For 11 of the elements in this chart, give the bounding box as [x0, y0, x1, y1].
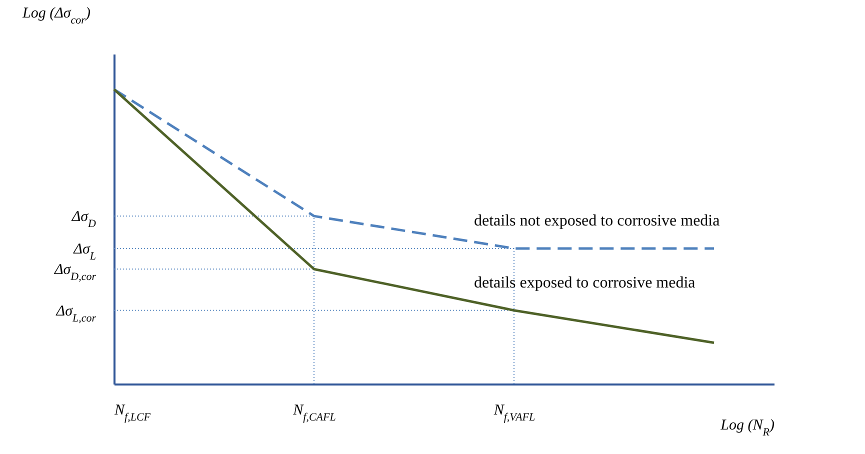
- x-tick-label: N$_{f,LCF}$: [114, 402, 151, 424]
- series-label: details exposed to corrosive media: [474, 274, 696, 292]
- ref-line-label: Δσ$_{D}$: [70, 209, 96, 230]
- ref-line-label: Δσ$_{L}$: [72, 241, 96, 262]
- x-tick-label: N$_{f,CAFL}$: [292, 402, 336, 424]
- x-axis-title: Log (N$_{R}$): [720, 418, 774, 438]
- series-label: details not exposed to corrosive media: [474, 212, 720, 230]
- ref-line-label: Δσ$_{L,cor}$: [55, 303, 97, 324]
- y-axis-title: Log (Δσ$_{cor}$): [22, 6, 90, 26]
- ref-line-label: Δσ$_{D,cor}$: [53, 262, 97, 284]
- x-tick-label: N$_{f,VAFL}$: [492, 402, 536, 424]
